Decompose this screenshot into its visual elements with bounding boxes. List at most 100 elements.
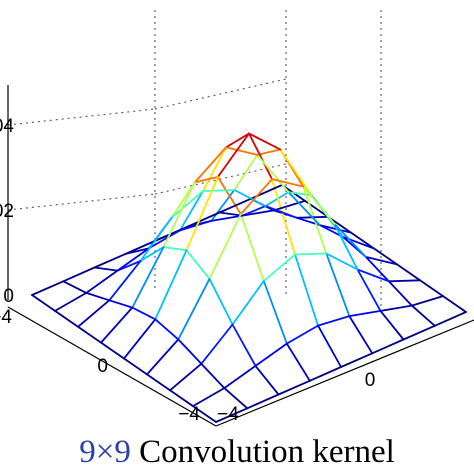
mesh-segment (170, 181, 196, 219)
mesh-segment (187, 211, 221, 228)
mesh-segment (31, 294, 56, 312)
mesh-segment (218, 197, 252, 214)
grid-line (154, 163, 287, 195)
y-tick-label: −4 (217, 404, 239, 425)
mesh-segment (348, 315, 374, 355)
mesh-segment (139, 246, 165, 262)
mesh-segment (231, 323, 257, 367)
mesh-segment (348, 309, 382, 318)
mesh-segment (356, 268, 390, 283)
mesh-segment (302, 185, 336, 225)
mesh-segment (77, 299, 111, 328)
axes (7, 85, 474, 427)
mesh-segment (248, 132, 273, 181)
mesh-segment (364, 255, 390, 283)
mesh-segment (85, 269, 119, 294)
mesh-segment (223, 364, 257, 390)
mesh-segment (179, 219, 213, 232)
x-axis-line (7, 306, 217, 427)
mesh-segment (154, 318, 180, 341)
mesh-segment (402, 324, 436, 341)
surface-mesh (31, 132, 467, 423)
mesh-segment (177, 277, 211, 341)
mesh-segment (216, 132, 250, 178)
mesh-segment (239, 213, 265, 282)
mesh-segment (356, 268, 382, 312)
mesh-segment (317, 324, 342, 368)
mesh-segment (146, 373, 171, 392)
mesh-segment (116, 247, 150, 272)
mesh-segment (318, 224, 344, 238)
mesh-segment (108, 260, 142, 302)
mesh-segment (131, 246, 165, 309)
mesh-segment (210, 189, 236, 222)
mesh-segment (193, 146, 227, 184)
mesh-segment (100, 306, 134, 344)
mesh-segment (85, 291, 111, 302)
background-grid (7, 10, 382, 315)
mesh-segment (262, 280, 288, 345)
mesh-segment (77, 325, 102, 344)
mesh-segment (179, 190, 204, 232)
mesh-segment (200, 323, 234, 365)
mesh-segment (54, 309, 79, 328)
mesh-segment (162, 181, 196, 249)
mesh-segment (170, 190, 204, 219)
mesh-segment (216, 176, 242, 216)
mesh-segment (177, 338, 203, 365)
mesh-segment (254, 342, 288, 367)
mesh-segment (279, 148, 313, 197)
mesh-segment (308, 366, 342, 382)
mesh-segment (241, 205, 267, 217)
mesh-segment (318, 224, 352, 234)
mesh-segment (169, 389, 194, 408)
mesh-segment (271, 178, 296, 256)
mesh-segment (272, 199, 306, 212)
mesh-segment (410, 295, 444, 307)
grid-line (7, 193, 156, 211)
mesh-segment (200, 362, 226, 390)
x-tick-label: −4 (0, 307, 12, 328)
mesh-segment (215, 407, 249, 423)
mesh-segment (317, 315, 351, 327)
mesh-segment (410, 304, 436, 327)
mesh-segment (396, 263, 421, 282)
mesh-segment (294, 252, 328, 256)
mesh-segment (233, 189, 267, 207)
mesh-segment (387, 279, 421, 283)
mesh-segment (248, 132, 282, 151)
mesh-segment (256, 153, 290, 194)
z-tick-label: 02 (0, 201, 14, 222)
mesh-segment (139, 216, 173, 262)
mesh-segment (124, 239, 158, 255)
mesh-segment (54, 291, 88, 312)
mesh-segment (231, 280, 265, 326)
mesh-segment (373, 247, 398, 266)
kernel-size-label: 9×9 (79, 434, 131, 470)
mesh-segment (379, 304, 413, 312)
mesh-segment (287, 191, 313, 197)
mesh-segment (223, 387, 249, 410)
mesh-segment (239, 178, 273, 216)
mesh-segment (62, 280, 88, 294)
tick-labels: 00204−40−40−4 (0, 116, 375, 425)
mesh-segment (277, 379, 311, 396)
mesh-segment (442, 295, 467, 313)
mesh-segment (93, 252, 127, 269)
mesh-segment (371, 338, 405, 355)
mesh-segment (146, 338, 180, 376)
mesh-segment (287, 191, 321, 227)
mesh-segment (218, 211, 244, 217)
y-axis-line (215, 319, 474, 427)
mesh-segment (264, 205, 298, 219)
mesh-segment (123, 357, 148, 376)
mesh-segment (233, 153, 259, 191)
mesh-segment (350, 231, 375, 250)
mesh-segment (262, 253, 296, 282)
mesh-segment (364, 255, 398, 266)
mesh-segment (264, 191, 290, 207)
mesh-segment (93, 266, 119, 272)
mesh-segment (202, 146, 227, 192)
mesh-segment (192, 405, 217, 423)
